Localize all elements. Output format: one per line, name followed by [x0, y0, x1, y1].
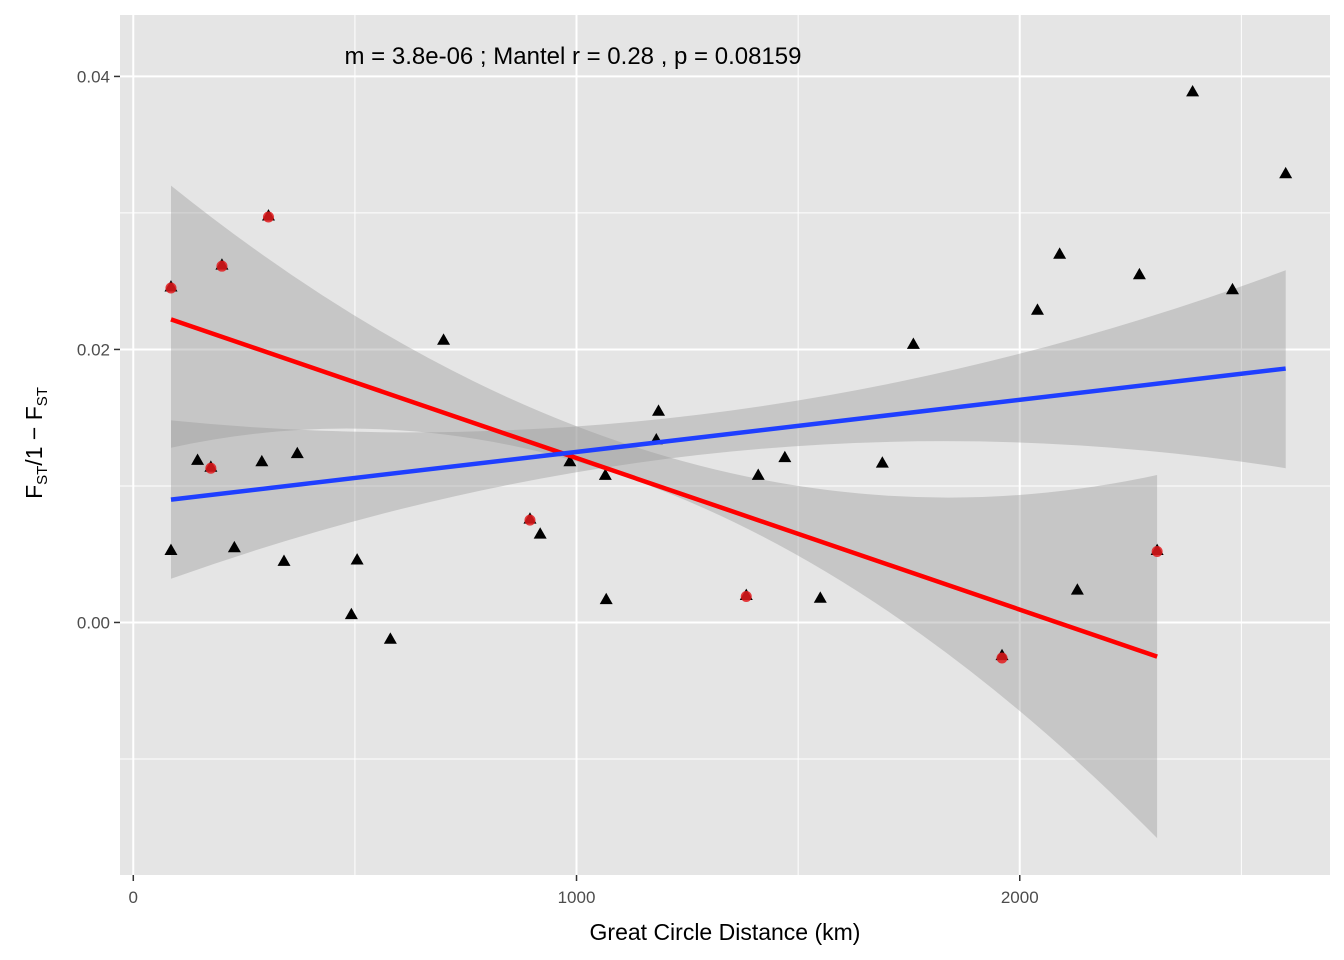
triangle-point: [164, 543, 178, 555]
y-axis-title-sub1: ST: [34, 466, 51, 485]
grid-minor: [120, 15, 1330, 875]
triangle-point: [906, 337, 920, 349]
triangle-point: [277, 554, 291, 566]
triangle-point: [652, 404, 666, 416]
triangle-point: [437, 333, 451, 345]
y-tick-label: 0.02: [77, 340, 110, 359]
circle-point: [996, 652, 1008, 664]
triangle-point: [813, 591, 827, 603]
y-axis-title: FST/1 − FST: [21, 387, 51, 499]
x-tick-label: 2000: [1001, 888, 1039, 907]
triangle-point: [350, 553, 364, 565]
triangle-point: [344, 607, 358, 620]
circle-point: [740, 591, 752, 603]
y-tick-label: 0.00: [77, 613, 110, 632]
axis-ticks: [114, 75, 1021, 881]
x-tick-label: 0: [129, 888, 138, 907]
triangle-point: [1186, 84, 1200, 97]
triangle-point: [778, 450, 792, 463]
confidence-band-0: [171, 185, 1158, 839]
confidence-bands: [171, 185, 1286, 839]
x-tick-label: 1000: [558, 888, 596, 907]
circle-point: [165, 282, 177, 294]
triangle-point: [191, 453, 205, 465]
triangle-point: [1030, 303, 1044, 315]
circle-point: [524, 514, 536, 526]
triangle-point: [255, 454, 269, 467]
triangle-point: [290, 446, 304, 459]
plot-panel: [120, 15, 1330, 875]
triangle-point: [875, 456, 889, 468]
triangle-point: [598, 468, 612, 480]
triangle-point: [383, 632, 397, 644]
circle-point: [1151, 545, 1163, 557]
circle-point: [205, 462, 217, 474]
x-axis-title: Great Circle Distance (km): [590, 919, 861, 945]
triangle-point: [1132, 267, 1146, 280]
triangle-point: [1225, 282, 1239, 295]
triangle-point: [1279, 166, 1293, 179]
y-tick-label: 0.04: [77, 67, 110, 86]
triangle-point: [533, 527, 547, 539]
triangle-point: [599, 592, 613, 605]
y-axis-title-mid: /1 − F: [21, 406, 47, 465]
triangle-point: [563, 454, 577, 467]
axis-tick-labels: 0 1000 2000 0.00 0.02 0.04: [77, 67, 1039, 907]
fit-line-0: [170, 317, 1158, 659]
circle-point: [262, 211, 274, 223]
annotation-text: m = 3.8e-06 ; Mantel r = 0.28 , p = 0.08…: [345, 43, 802, 70]
y-axis-title-sub2: ST: [34, 387, 51, 406]
triangle-point: [751, 468, 765, 480]
data-points: [164, 84, 1293, 664]
fit-lines: [170, 317, 1286, 659]
triangle-point: [227, 540, 241, 553]
triangle-point: [1070, 583, 1084, 595]
circle-point: [216, 260, 228, 272]
fit-line-1: [170, 366, 1286, 502]
grid-major: [120, 15, 1330, 875]
triangle-point: [1053, 247, 1067, 259]
confidence-band-1: [171, 270, 1286, 579]
y-axis-title-f1: F: [21, 485, 47, 499]
